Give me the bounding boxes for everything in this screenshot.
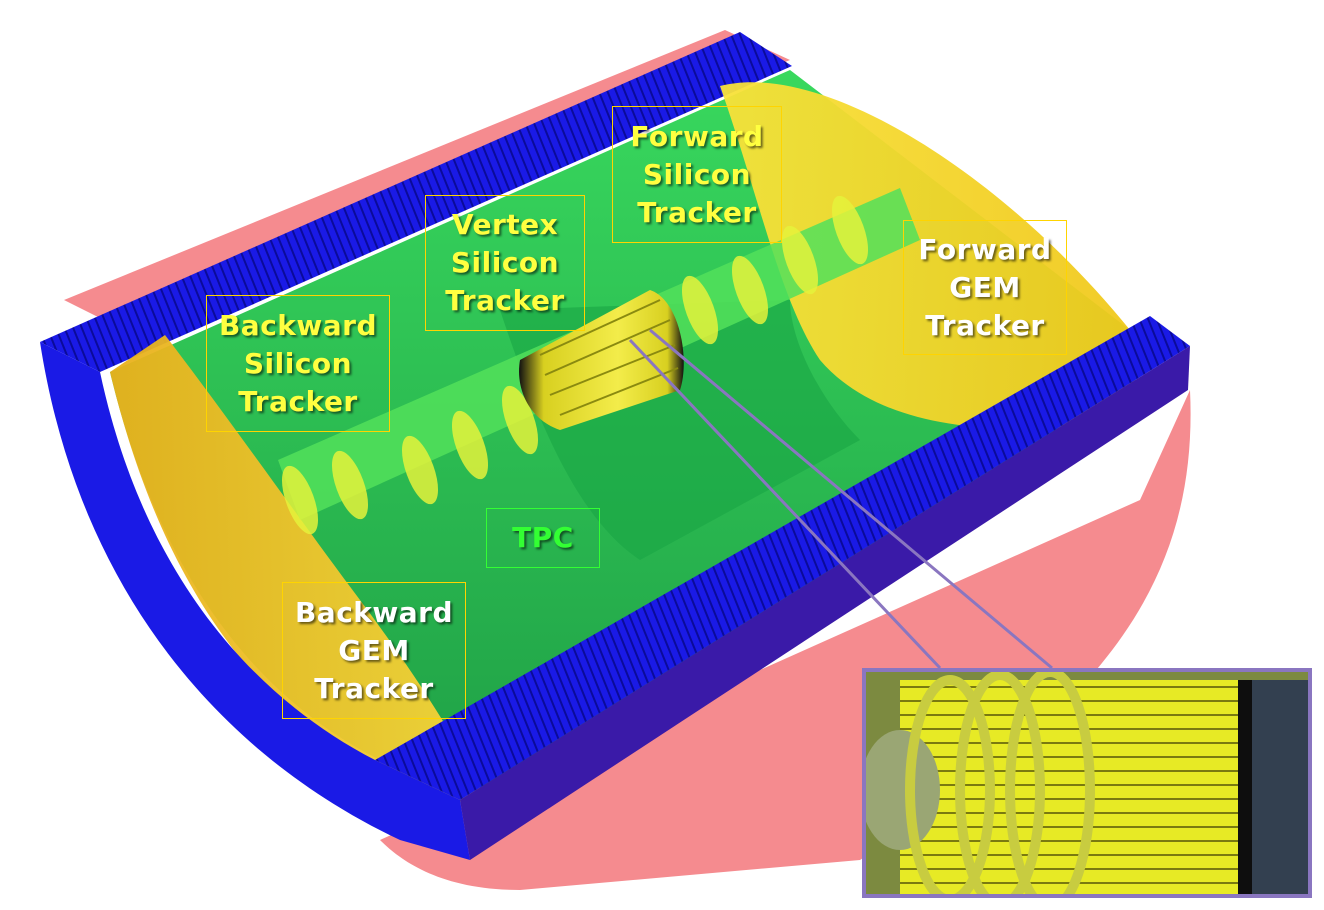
calorimeter-left-end xyxy=(40,342,470,860)
label-line: Backward xyxy=(294,595,454,629)
callout-line-right xyxy=(649,328,1053,670)
label-forward-gem-tracker: Forward GEM Tracker xyxy=(903,220,1067,355)
backward-gem-disk xyxy=(110,335,490,810)
calorimeter-front-inner xyxy=(460,346,1190,860)
label-line: Tracker xyxy=(314,671,434,705)
label-line: Silicon xyxy=(450,246,560,279)
label-line: Tracker xyxy=(238,384,358,418)
label-vertex-silicon-tracker: Vertex Silicon Tracker xyxy=(425,195,585,331)
label-line: Vertex xyxy=(451,208,559,241)
label-line: Tracker xyxy=(637,195,757,229)
label-line: Silicon xyxy=(243,346,353,380)
label-line: Silicon xyxy=(642,157,752,191)
vertex-zoom-inset xyxy=(862,668,1312,898)
label-line: GEM xyxy=(949,270,1021,304)
label-line: Forward xyxy=(918,232,1052,266)
vertex-silicon-barrel xyxy=(519,290,684,430)
label-backward-gem-tracker: Backward GEM Tracker xyxy=(282,582,466,719)
label-line: Tracker xyxy=(445,284,565,317)
label-forward-silicon-tracker: Forward Silicon Tracker xyxy=(612,106,782,243)
label-line: Backward xyxy=(218,308,378,342)
calorimeter-front-wall xyxy=(375,316,1190,800)
label-line: Tracker xyxy=(925,308,1045,342)
forward-gem-disk xyxy=(720,82,1140,430)
label-tpc: TPC xyxy=(486,508,600,568)
calorimeter-back-wall xyxy=(40,32,792,372)
label-line: Forward xyxy=(630,119,764,153)
silicon-disks xyxy=(281,195,869,535)
label-line: GEM xyxy=(338,633,410,667)
label-line: TPC xyxy=(512,521,574,554)
label-backward-silicon-tracker: Backward Silicon Tracker xyxy=(206,295,390,432)
callout-line-left xyxy=(628,338,942,670)
